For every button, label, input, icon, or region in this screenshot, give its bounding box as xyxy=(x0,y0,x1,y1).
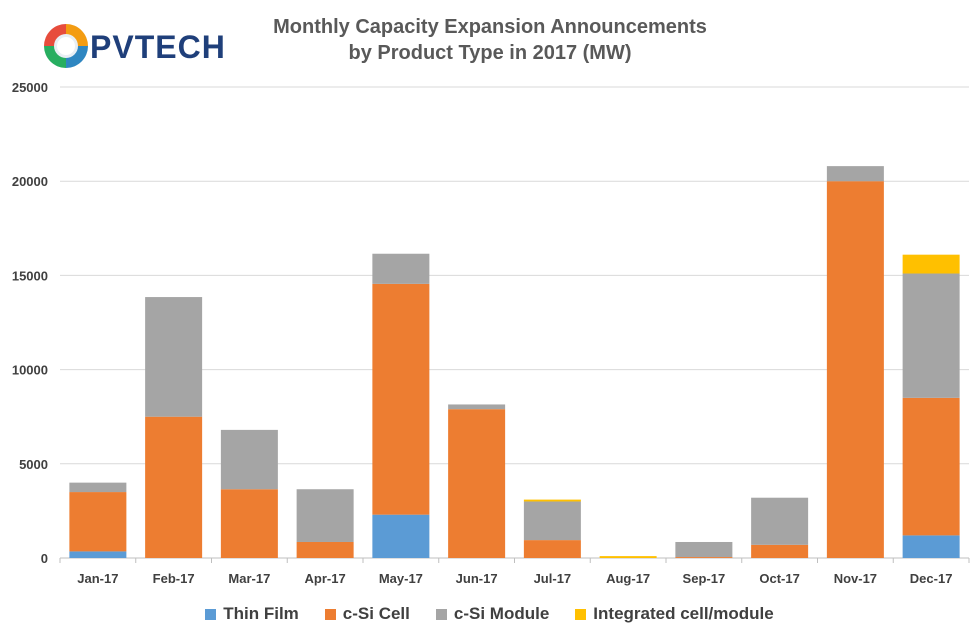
bars xyxy=(69,166,960,558)
bar-segment xyxy=(523,499,581,502)
x-axis: Jan-17 Feb-17 Mar-17 Apr-17 May-17 Jun-17 Jul-… xyxy=(59,558,970,586)
bar-segment xyxy=(372,283,430,515)
legend-item: c-Si Cell xyxy=(324,604,410,624)
chart-title: Monthly Capacity Expansion Announcements… xyxy=(210,14,770,66)
bar-segment xyxy=(145,416,203,558)
bar-segment xyxy=(826,181,884,558)
x-tick-label: Nov-17 xyxy=(834,571,877,586)
x-tick-label: Mar-17 xyxy=(228,571,270,586)
bar-segment xyxy=(372,253,430,284)
bar-segment xyxy=(220,429,278,490)
legend-item: Thin Film xyxy=(205,604,299,624)
stacked-bar-chart: 0 5000 10000 15000 20000 25000 Jan-17 Feb-17 Ma… xyxy=(12,80,970,586)
bar-segment xyxy=(751,497,809,545)
bar-segment xyxy=(902,535,960,558)
legend-item: Integrated cell/module xyxy=(575,604,774,624)
y-tick-label: 15000 xyxy=(12,268,48,283)
bar-segment xyxy=(751,544,809,558)
pvtech-logo: PVTECH xyxy=(44,24,226,68)
bar-segment xyxy=(675,557,733,558)
legend: Thin Film c-Si Cell c-Si Module Integrated … xyxy=(0,600,979,628)
pvtech-logo-text: PVTECH xyxy=(90,29,226,65)
bar-segment xyxy=(523,501,581,541)
legend-label: c-Si Module xyxy=(453,604,550,623)
pvtech-logo-icon xyxy=(44,24,88,68)
x-tick-label: Jul-17 xyxy=(534,571,572,586)
bar-segment xyxy=(902,273,960,398)
bar-segment xyxy=(902,254,960,274)
legend-item: c-Si Module xyxy=(435,604,550,624)
legend-label: Integrated cell/module xyxy=(593,604,774,623)
x-tick-label: Feb-17 xyxy=(153,571,195,586)
bar-segment xyxy=(145,297,203,417)
y-tick-label: 20000 xyxy=(12,174,48,189)
y-tick-label: 10000 xyxy=(12,363,48,378)
bar-segment xyxy=(599,556,657,558)
legend-swatch xyxy=(205,608,217,620)
legend-swatch xyxy=(575,608,587,620)
bar-segment xyxy=(675,541,733,558)
y-tick-label: 5000 xyxy=(19,457,48,472)
x-tick-label: Apr-17 xyxy=(305,571,346,586)
y-axis: 0 5000 10000 15000 20000 25000 xyxy=(12,80,48,566)
bar-segment xyxy=(220,489,278,558)
bar-segment xyxy=(69,482,127,493)
x-tick-label: May-17 xyxy=(379,571,423,586)
x-tick-label: Oct-17 xyxy=(759,571,799,586)
legend-label: c-Si Cell xyxy=(342,604,410,623)
bar-segment xyxy=(523,540,581,558)
bar-segment xyxy=(448,404,506,410)
y-tick-label: 25000 xyxy=(12,80,48,95)
bar-segment xyxy=(448,409,506,558)
x-tick-label: Aug-17 xyxy=(606,571,650,586)
chart-title-line-2: by Product Type in 2017 (MW) xyxy=(348,42,632,64)
bar-segment xyxy=(69,551,127,558)
bar-segment xyxy=(826,166,884,182)
chart-title-line-1: Monthly Capacity Expansion Announcements xyxy=(273,16,707,38)
y-tick-label: 0 xyxy=(41,551,48,566)
x-tick-label: Sep-17 xyxy=(683,571,726,586)
x-tick-label: Jun-17 xyxy=(456,571,498,586)
x-tick-label: Dec-17 xyxy=(910,571,953,586)
legend-label: Thin Film xyxy=(223,604,299,623)
bar-segment xyxy=(296,489,354,542)
bar-segment xyxy=(296,541,354,558)
bar-segment xyxy=(69,492,127,552)
x-tick-label: Jan-17 xyxy=(77,571,118,586)
legend-swatch xyxy=(435,608,447,620)
legend-swatch xyxy=(324,608,336,620)
bar-segment xyxy=(902,397,960,536)
bar-segment xyxy=(372,514,430,558)
